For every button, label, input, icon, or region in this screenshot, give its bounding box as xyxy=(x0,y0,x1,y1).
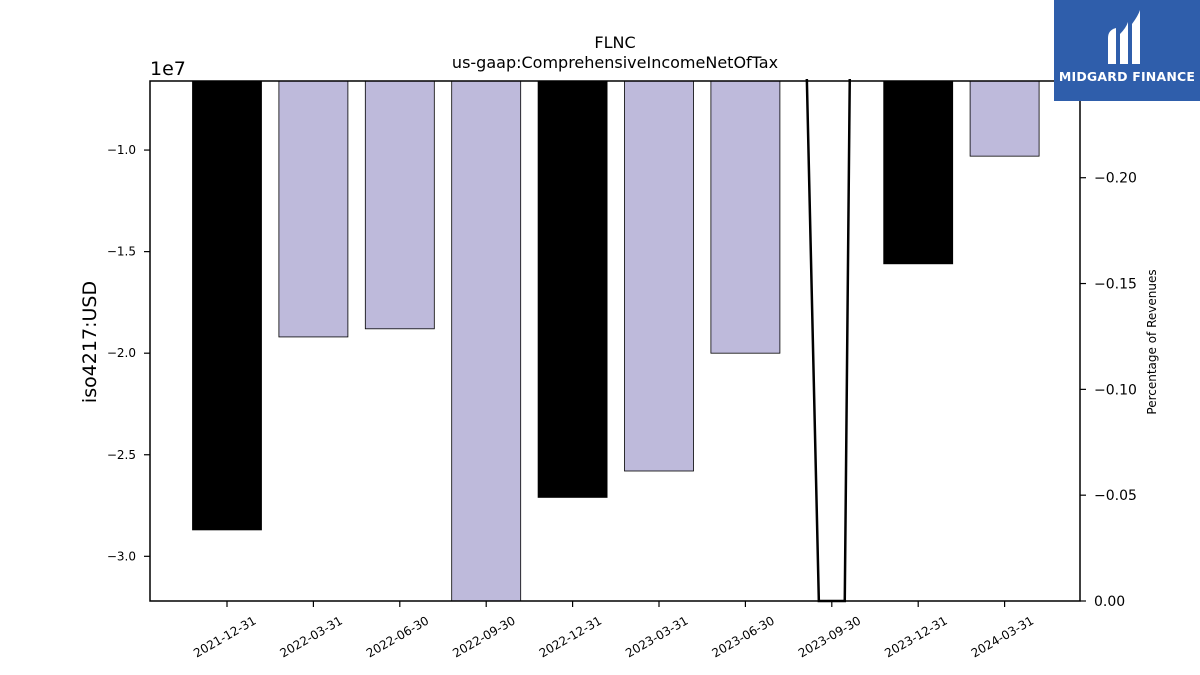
bar xyxy=(278,80,349,338)
x-tick-label: 2023-12-31 xyxy=(882,613,949,660)
y-tick-label: −1.0 xyxy=(107,143,136,157)
x-tick-label: 2022-06-30 xyxy=(364,613,431,660)
midgard-finance-logo: MIDGARD FINANCE xyxy=(1054,0,1200,101)
x-tick-label: 2024-03-31 xyxy=(969,613,1036,660)
y-axis-label: iso4217:USD xyxy=(79,281,101,403)
logo-mark-icon xyxy=(1108,10,1140,64)
bar xyxy=(537,80,608,498)
logo-text: MIDGARD FINANCE xyxy=(1058,69,1196,84)
bar xyxy=(969,80,1040,157)
y-tick-label: −2.0 xyxy=(107,346,136,360)
x-tick-label: 2021-12-31 xyxy=(191,613,258,660)
bar xyxy=(364,80,435,330)
bar xyxy=(624,80,694,472)
y2-tick-label: −0.15 xyxy=(1094,277,1137,293)
y2-tick-label: −0.20 xyxy=(1094,171,1137,187)
y2-tick-label: −0.05 xyxy=(1094,488,1137,504)
y2-tick-label: 0.00 xyxy=(1094,594,1125,610)
x-tick-label: 2023-09-30 xyxy=(796,613,863,660)
bar xyxy=(883,80,954,265)
chart-subtitle: us-gaap:ComprehensiveIncomeNetOfTax xyxy=(452,53,778,72)
y-tick-label: −3.0 xyxy=(107,549,136,563)
x-tick-label: 2022-03-31 xyxy=(277,613,344,660)
x-tick-label: 2023-03-31 xyxy=(623,613,690,660)
plot-frame xyxy=(149,80,1081,602)
y-tick-label: −2.5 xyxy=(107,448,136,462)
x-tick-label: 2022-09-30 xyxy=(450,613,517,660)
y2-axis-label: Percentage of Revenues xyxy=(1145,269,1159,414)
y-offset-label: 1e7 xyxy=(150,58,186,80)
chart-title: FLNC xyxy=(594,33,635,52)
line-series xyxy=(805,78,852,603)
y2-tick-label: −0.10 xyxy=(1094,382,1137,398)
line-group xyxy=(805,78,852,603)
bar xyxy=(451,80,522,602)
x-tick-label: 2023-06-30 xyxy=(709,613,776,660)
bar xyxy=(192,80,262,531)
y-tick-label: −1.5 xyxy=(107,245,136,259)
bars-group xyxy=(192,80,1040,602)
bar xyxy=(710,80,781,354)
x-tick-label: 2022-12-31 xyxy=(537,613,604,660)
